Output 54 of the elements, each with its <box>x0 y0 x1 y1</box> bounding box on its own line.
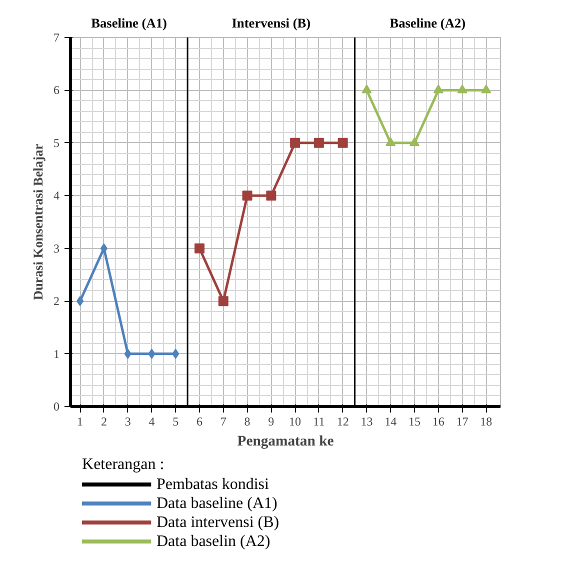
x-tick-label: 7 <box>220 414 226 428</box>
x-tick-label: 2 <box>100 414 107 428</box>
point <box>266 190 276 201</box>
x-tick-label: 6 <box>196 414 202 428</box>
x-tick-label: 18 <box>480 414 492 428</box>
legend-label: Data baselin (A2) <box>156 533 270 550</box>
point <box>338 138 348 148</box>
point <box>100 243 108 254</box>
legend-label: Data intervensi (B) <box>156 514 280 531</box>
x-tick-label: 10 <box>289 414 302 428</box>
y-axis-title: Durasi Konsentrasi Belajar <box>30 144 46 300</box>
point <box>314 138 324 148</box>
x-tick-label: 9 <box>268 414 274 428</box>
point <box>386 137 396 146</box>
y-tick-label: 5 <box>54 136 60 150</box>
text: Baseline (A2) <box>390 15 466 30</box>
text: Intervensi (B) <box>232 15 311 30</box>
x-tick-label: 1 <box>77 414 84 428</box>
x-tick-label: 17 <box>456 414 468 428</box>
y-tick-label: 0 <box>54 400 60 414</box>
point <box>194 243 204 254</box>
y-tick-label: 3 <box>54 241 60 256</box>
x-tick-label: 8 <box>244 414 250 428</box>
point <box>124 348 132 359</box>
point <box>242 190 252 201</box>
point <box>218 296 228 306</box>
legend-label: Pembatas kondisi <box>156 476 270 493</box>
x-tick-label: 11 <box>313 414 325 428</box>
point <box>290 138 300 148</box>
y-tick-label: 1 <box>54 346 60 361</box>
point <box>76 296 84 306</box>
point <box>481 84 492 94</box>
point <box>362 84 372 94</box>
y-tick-label: 6 <box>54 83 60 98</box>
x-tick-label: 5 <box>172 414 179 428</box>
point <box>410 137 420 146</box>
y-tick-label: 4 <box>54 188 60 203</box>
x-tick-label: 3 <box>124 414 131 428</box>
x-tick-label: 12 <box>336 414 349 428</box>
point <box>433 84 444 94</box>
y-tick-label: 7 <box>54 30 60 44</box>
point <box>148 348 156 359</box>
x-tick-label: 15 <box>408 414 420 428</box>
legend-title: Keterangan : <box>82 456 164 473</box>
x-tick-label: 14 <box>384 414 397 428</box>
x-tick-label: 16 <box>432 414 444 428</box>
x-tick-label: 4 <box>148 414 155 428</box>
point <box>172 348 180 359</box>
x-tick-label: 13 <box>360 414 373 428</box>
x-axis-title: Pengamatan ke <box>237 434 334 450</box>
y-tick-label: 2 <box>54 294 60 308</box>
point <box>457 84 468 94</box>
text: Baseline (A1) <box>91 15 167 30</box>
legend-label: Data baseline (A1) <box>156 495 278 512</box>
